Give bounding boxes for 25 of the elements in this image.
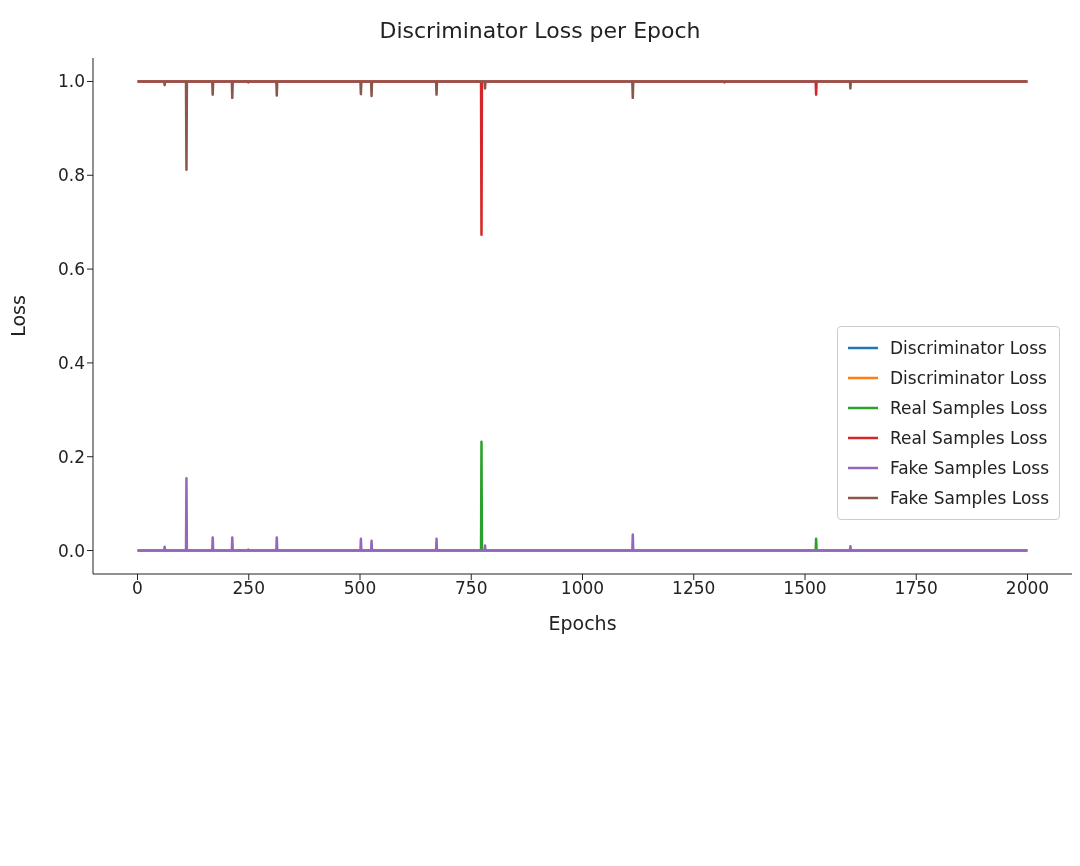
x-tick-label: 1750: [894, 578, 938, 599]
legend-label: Discriminator Loss: [889, 367, 1047, 390]
x-tick-label: 1250: [672, 578, 716, 599]
x-tick-label: 0: [132, 578, 143, 599]
legend-label: Discriminator Loss: [889, 337, 1047, 360]
y-axis-title: Loss: [6, 295, 29, 337]
x-tick-label: 1500: [783, 578, 827, 599]
y-tick-label: 0.8: [57, 165, 85, 186]
y-tick-label: 0.4: [57, 352, 85, 373]
legend-label: Fake Samples Loss: [889, 487, 1049, 510]
x-tick-label: 750: [455, 578, 488, 599]
x-tick-label: 2000: [1005, 578, 1050, 599]
y-tick-label: 0.2: [57, 446, 85, 467]
x-tick-label: 500: [343, 578, 377, 599]
line-series: [136, 80, 1029, 171]
legend-label: Real Samples Loss: [889, 427, 1048, 450]
y-tick-label: 1.0: [57, 71, 85, 92]
x-axis-title: Epochs: [548, 612, 617, 634]
y-tick-label: 0.6: [57, 259, 85, 280]
chart-title: Discriminator Loss per Epoch: [378, 18, 702, 43]
x-tick-label: 1000: [560, 578, 605, 599]
legend-label: Fake Samples Loss: [889, 457, 1049, 480]
legend-label: Real Samples Loss: [889, 397, 1048, 420]
x-tick-label: 250: [232, 578, 265, 599]
y-tick-label: 0.0: [57, 540, 85, 561]
